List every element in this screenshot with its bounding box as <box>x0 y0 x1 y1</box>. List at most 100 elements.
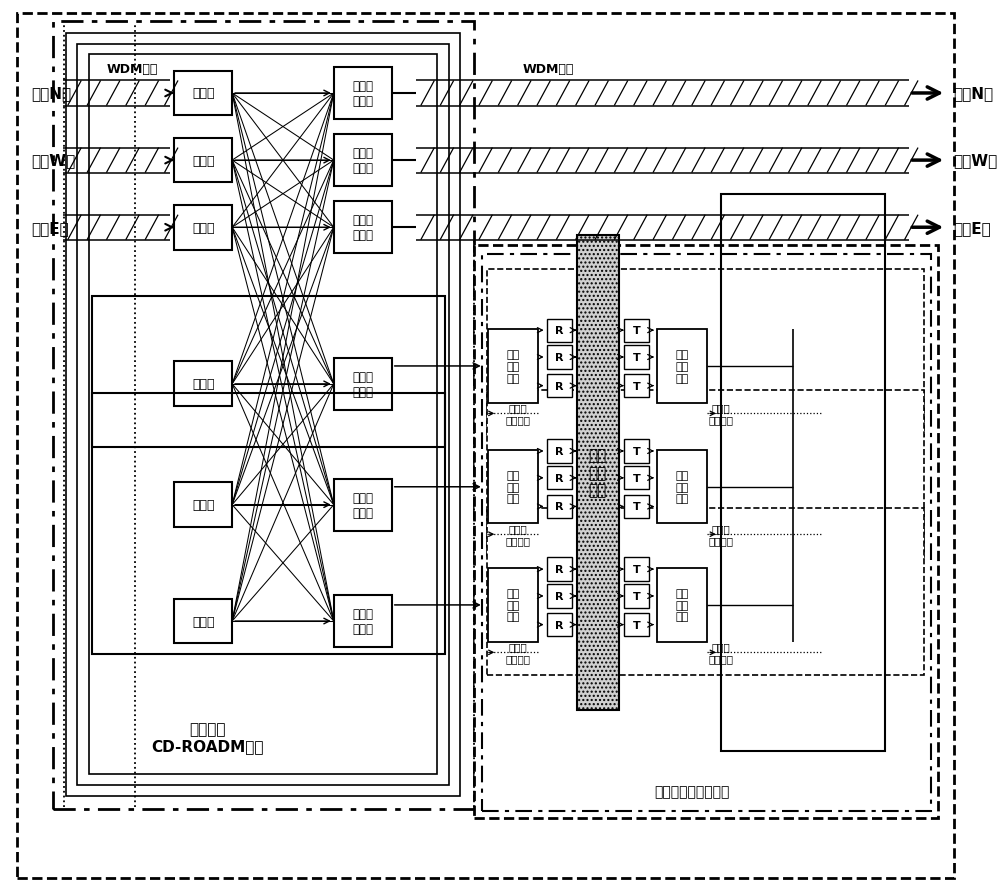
Text: T: T <box>633 325 640 336</box>
Bar <box>174 362 232 407</box>
Text: 分路器: 分路器 <box>192 378 214 391</box>
Text: 分路器: 分路器 <box>192 615 214 628</box>
Bar <box>334 595 392 647</box>
Text: 分路器: 分路器 <box>192 88 214 100</box>
Bar <box>547 346 572 369</box>
Bar <box>334 135 392 187</box>
Text: 波长
选择
开关: 波长 选择 开关 <box>675 350 689 384</box>
Bar <box>334 479 392 531</box>
Bar <box>547 585 572 608</box>
Bar <box>334 68 392 120</box>
Bar <box>547 467 572 490</box>
Bar <box>547 558 572 581</box>
Bar <box>624 585 649 608</box>
Text: 用户侧
上路端口: 用户侧 上路端口 <box>505 524 530 545</box>
Bar <box>488 330 538 403</box>
Text: R: R <box>555 564 563 575</box>
Text: T: T <box>633 620 640 630</box>
Bar <box>488 451 538 524</box>
Bar <box>53 22 474 809</box>
Text: 波长选
择开关: 波长选 择开关 <box>352 147 373 175</box>
Bar <box>92 297 445 447</box>
Bar <box>547 495 572 519</box>
Bar <box>487 391 924 557</box>
Text: R: R <box>555 352 563 363</box>
Text: T: T <box>633 352 640 363</box>
Text: 西（W）: 西（W） <box>31 154 75 168</box>
Text: R: R <box>555 473 563 484</box>
Bar <box>474 246 938 818</box>
Bar <box>174 599 232 644</box>
Bar <box>657 569 707 642</box>
Bar <box>334 202 392 254</box>
Text: 电域
交换
单元: 电域 交换 单元 <box>589 448 607 498</box>
Bar <box>657 330 707 403</box>
Text: R: R <box>555 325 563 336</box>
Bar <box>657 451 707 524</box>
Text: 波长选
择开关: 波长选 择开关 <box>352 607 373 636</box>
Text: 用户侧
上路端口: 用户侧 上路端口 <box>505 403 530 425</box>
Text: 波长
选择
开关: 波长 选择 开关 <box>675 470 689 504</box>
Bar <box>624 467 649 490</box>
Bar <box>89 55 437 774</box>
Bar <box>624 440 649 463</box>
Bar <box>547 319 572 342</box>
Text: 用户侧
上路端口: 用户侧 上路端口 <box>505 642 530 663</box>
Bar <box>624 613 649 637</box>
Text: 分路器: 分路器 <box>192 499 214 511</box>
Text: R: R <box>555 620 563 630</box>
Bar <box>488 569 538 642</box>
Bar <box>624 558 649 581</box>
Bar <box>174 139 232 183</box>
Text: WDM信号: WDM信号 <box>106 63 158 76</box>
Text: 波长选
择开关: 波长选 择开关 <box>352 370 373 399</box>
Text: WDM信号: WDM信号 <box>522 63 574 76</box>
Text: 分路器: 分路器 <box>192 155 214 167</box>
Bar <box>577 236 619 710</box>
Bar <box>547 613 572 637</box>
Text: 北（N）: 北（N） <box>953 87 993 101</box>
Text: 用户侧
下路端口: 用户侧 下路端口 <box>708 524 733 545</box>
Text: 波长
选择
开关: 波长 选择 开关 <box>506 588 519 622</box>
Text: 分路器: 分路器 <box>192 222 214 234</box>
Bar <box>547 440 572 463</box>
Bar <box>487 509 924 675</box>
Text: 波长选
择开关: 波长选 择开关 <box>352 491 373 519</box>
Text: 北（N）: 北（N） <box>31 87 71 101</box>
Text: 用户侧
下路端口: 用户侧 下路端口 <box>708 642 733 663</box>
Bar <box>77 45 449 785</box>
Text: R: R <box>555 591 563 602</box>
Bar <box>482 255 931 811</box>
Text: T: T <box>633 446 640 457</box>
Text: 子波长业务疏导单元: 子波长业务疏导单元 <box>654 784 729 798</box>
Text: 波长
选择
开关: 波长 选择 开关 <box>506 350 519 384</box>
Bar <box>624 375 649 398</box>
Text: R: R <box>555 502 563 512</box>
Bar <box>624 319 649 342</box>
Bar <box>174 483 232 527</box>
Bar <box>487 270 924 436</box>
Text: 波长
选择
开关: 波长 选择 开关 <box>675 588 689 622</box>
Text: T: T <box>633 502 640 512</box>
Bar <box>334 358 392 410</box>
Text: 用户侧
下路端口: 用户侧 下路端口 <box>708 403 733 425</box>
Bar <box>92 393 445 654</box>
Text: 波长交换
CD-ROADM单元: 波长交换 CD-ROADM单元 <box>152 721 264 754</box>
Text: 东（E）: 东（E） <box>31 221 69 235</box>
Text: 波长选
择开关: 波长选 择开关 <box>352 80 373 108</box>
Bar <box>547 375 572 398</box>
Text: T: T <box>633 591 640 602</box>
Bar <box>174 72 232 116</box>
Text: T: T <box>633 564 640 575</box>
Bar <box>66 34 460 796</box>
Text: 东（E）: 东（E） <box>953 221 991 235</box>
Text: R: R <box>555 381 563 392</box>
Text: 西（W）: 西（W） <box>953 154 997 168</box>
Text: 波长
选择
开关: 波长 选择 开关 <box>506 470 519 504</box>
Text: R: R <box>555 446 563 457</box>
Bar <box>624 495 649 519</box>
Bar <box>624 346 649 369</box>
Text: T: T <box>633 381 640 392</box>
Bar <box>174 206 232 250</box>
Text: 波长选
择开关: 波长选 择开关 <box>352 214 373 242</box>
